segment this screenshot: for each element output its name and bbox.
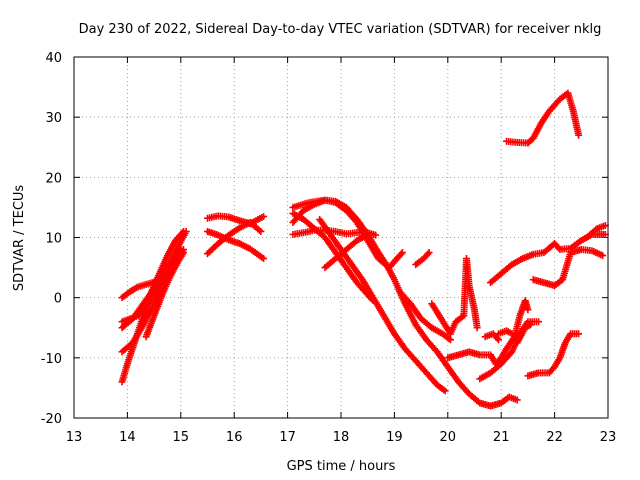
series-arc-7 [204, 212, 268, 228]
series-arc-19 [481, 330, 503, 344]
data-point [473, 324, 481, 332]
data-point [524, 306, 532, 314]
data-point [508, 330, 516, 338]
plot-frame [73, 56, 609, 419]
data-point [255, 226, 263, 234]
data-point [364, 230, 372, 238]
data-point [599, 252, 607, 260]
x-tick-label: 21 [493, 430, 510, 445]
data-point [575, 131, 583, 139]
data-point [257, 227, 265, 235]
series-arc-23 [524, 330, 583, 380]
series-arc-22 [495, 327, 516, 338]
data-point [513, 396, 521, 404]
data-point [424, 250, 432, 258]
data-point [493, 334, 501, 342]
x-tick-label: 13 [66, 430, 83, 445]
data-point [398, 249, 406, 257]
x-tick-label: 14 [119, 430, 136, 445]
x-tick-label: 23 [600, 430, 617, 445]
data-point [441, 387, 449, 395]
y-tick-label: -10 [41, 352, 62, 367]
data-point [592, 226, 600, 234]
x-tick-label: 19 [386, 430, 403, 445]
y-axis-label: SDTVAR / TECUs [12, 185, 27, 292]
series-isolated [428, 255, 481, 338]
x-tick-label: 16 [226, 430, 243, 445]
series-arc-12 [289, 196, 521, 410]
data-point [446, 336, 454, 344]
y-tick-label: 0 [54, 292, 62, 307]
series-arc-27 [583, 221, 609, 241]
data-point [495, 336, 503, 344]
y-tick-label: 20 [45, 171, 62, 186]
y-tick-label: 30 [45, 111, 62, 126]
data-point [260, 212, 268, 220]
series-arc-20 [476, 318, 543, 383]
axis-ticks: 13 14 15 16 17 18 19 20 21 22 23 -20 -10 0 10 20 30 40 [41, 51, 617, 445]
data-point [260, 255, 268, 263]
data-point [527, 321, 535, 329]
data-point [397, 250, 405, 258]
data-point [575, 330, 583, 338]
x-tick-label: 22 [546, 430, 563, 445]
x-tick-label: 20 [440, 430, 457, 445]
chart-title: Day 230 of 2022, Sidereal Day-to-day VTE… [79, 22, 602, 37]
series-arc-9 [204, 218, 265, 258]
series-arc-6 [142, 249, 187, 341]
series-arc-21 [513, 321, 535, 347]
data-point [425, 249, 433, 257]
x-tick-label: 17 [279, 430, 296, 445]
data-points [118, 89, 609, 410]
x-tick-label: 18 [333, 430, 350, 445]
data-point [507, 349, 515, 357]
data-point [182, 227, 190, 235]
x-axis-label: GPS time / hours [287, 459, 396, 474]
data-point [555, 244, 563, 252]
series-arc-16 [396, 288, 454, 344]
data-point [535, 318, 543, 326]
y-tick-label: -20 [41, 412, 62, 427]
series-arc-5 [118, 227, 190, 302]
series-arc-13 [289, 209, 377, 305]
y-tick-label: 40 [45, 51, 62, 66]
data-point [179, 249, 187, 257]
series-arc-24 [503, 89, 583, 147]
y-tick-label: 10 [45, 232, 62, 247]
series-arc-17 [412, 249, 433, 269]
data-point [372, 231, 380, 239]
grid-lines [74, 57, 608, 418]
series-arc-26 [529, 246, 607, 290]
x-tick-label: 15 [173, 430, 190, 445]
series-arc-15 [321, 230, 372, 272]
